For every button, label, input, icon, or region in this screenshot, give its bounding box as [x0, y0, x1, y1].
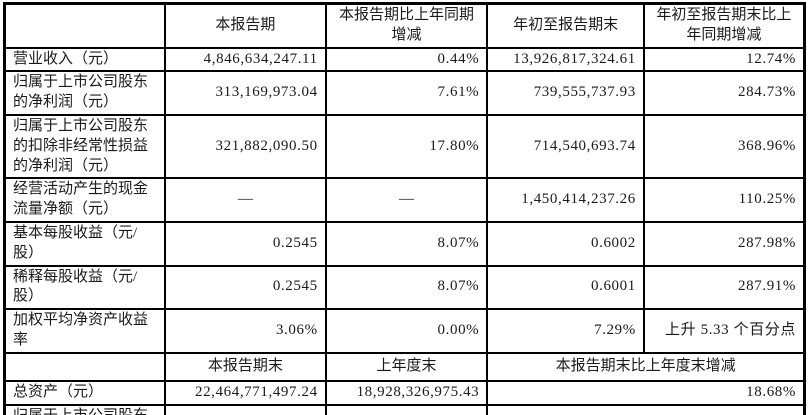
value-ytd-change: 287.91%: [642, 264, 806, 311]
value-current-dash: —: [164, 177, 327, 223]
value-ytd-change: 12.74%: [642, 46, 806, 73]
table-header-row-period: 本报告期 本报告期比上年同期增减 年初至报告期末 年初至报告期末比上年同期增减: [3, 2, 806, 49]
header-period-end-change: 本报告期末比上年度末增减: [486, 351, 806, 382]
row-label: 稀释每股收益（元/股）: [3, 264, 167, 311]
row-label: 归属于上市公司股东的扣除非经常性损益的净利润（元）: [3, 113, 167, 180]
header-current-period: 本报告期: [164, 2, 327, 49]
table-row-net-profit-excl-nonrecurring: 归属于上市公司股东的扣除非经常性损益的净利润（元） 321,882,090.50…: [3, 113, 806, 180]
value-ytd: 0.6002: [486, 220, 645, 267]
row-label: 经营活动产生的现金流量净额（元）: [3, 177, 167, 223]
value-ytd: 0.6001: [486, 264, 645, 311]
value-current-change: 17.80%: [324, 113, 489, 180]
value-current: 321,882,090.50: [164, 113, 327, 180]
value-prev-year-end: 18,928,326,975.43: [324, 379, 489, 406]
header-prev-year-end: 上年度末: [324, 351, 489, 382]
header-corner-cell: [3, 351, 167, 382]
row-label: 营业收入（元）: [3, 46, 167, 73]
value-current: 313,169,973.04: [164, 70, 327, 116]
table-row-total-assets: 总资产（元） 22,464,771,497.24 18,928,326,975.…: [3, 379, 806, 406]
value-period-end: 22,464,771,497.24: [164, 379, 327, 406]
value-prev-year-end: 9,932,247,046.47: [324, 403, 489, 415]
value-period-end: 10,379,981,288.00: [164, 403, 327, 415]
value-ytd-change: 284.73%: [642, 70, 806, 116]
table-row-basic-eps: 基本每股收益（元/股） 0.2545 8.07% 0.6002 287.98%: [3, 220, 806, 267]
table-row-operating-revenue: 营业收入（元） 4,846,634,247.11 0.44% 13,926,81…: [3, 46, 806, 73]
value-current-change: 8.07%: [324, 220, 489, 267]
value-ytd-change: 287.98%: [642, 220, 806, 267]
value-current: 3.06%: [164, 308, 327, 354]
value-current-change-dash: —: [324, 177, 489, 223]
header-ytd: 年初至报告期末: [486, 2, 645, 49]
row-label: 归属于上市公司股东的净利润（元）: [3, 70, 167, 116]
value-ytd: 13,926,817,324.61: [486, 46, 645, 73]
table-row-diluted-eps: 稀释每股收益（元/股） 0.2545 8.07% 0.6001 287.91%: [3, 264, 806, 311]
row-label: 基本每股收益（元/股）: [3, 220, 167, 267]
value-ytd: 1,450,414,237.26: [486, 177, 645, 223]
header-ytd-change: 年初至报告期末比上年同期增减: [642, 2, 806, 49]
value-current-change: 0.44%: [324, 46, 489, 73]
row-label: 加权平均净资产收益率: [3, 308, 167, 354]
financial-summary-table: 本报告期 本报告期比上年同期增减 年初至报告期末 年初至报告期末比上年同期增减 …: [3, 2, 806, 415]
value-current: 4,846,634,247.11: [164, 46, 327, 73]
header-corner-cell: [3, 2, 167, 49]
header-current-period-change: 本报告期比上年同期增减: [324, 2, 489, 49]
value-ytd: 714,540,693.74: [486, 113, 645, 180]
value-current-change: 7.61%: [324, 70, 489, 116]
value-ytd: 739,555,737.93: [486, 70, 645, 116]
header-period-end: 本报告期末: [164, 351, 327, 382]
value-ytd-change: 368.96%: [642, 113, 806, 180]
value-current: 0.2545: [164, 264, 327, 311]
value-current-change: 8.07%: [324, 264, 489, 311]
row-label: 总资产（元）: [3, 379, 167, 406]
value-current: 0.2545: [164, 220, 327, 267]
value-ytd-change: 上升 5.33 个百分点: [642, 308, 806, 354]
table-row-equity-attributable: 归属于上市公司股东的所有者权益（元） 10,379,981,288.00 9,9…: [3, 403, 806, 415]
table-header-row-period-end: 本报告期末 上年度末 本报告期末比上年度末增减: [3, 351, 806, 382]
value-ytd: 7.29%: [486, 308, 645, 354]
table-row-net-profit: 归属于上市公司股东的净利润（元） 313,169,973.04 7.61% 73…: [3, 70, 806, 116]
value-period-end-change: 18.68%: [486, 379, 806, 406]
row-label: 归属于上市公司股东的所有者权益（元）: [3, 403, 167, 415]
table-row-weighted-avg-roe: 加权平均净资产收益率 3.06% 0.00% 7.29% 上升 5.33 个百分…: [3, 308, 806, 354]
value-ytd-change: 110.25%: [642, 177, 806, 223]
value-period-end-change: 4.51%: [486, 403, 806, 415]
table-row-operating-cash-flow: 经营活动产生的现金流量净额（元） — — 1,450,414,237.26 11…: [3, 177, 806, 223]
value-current-change: 0.00%: [324, 308, 489, 354]
